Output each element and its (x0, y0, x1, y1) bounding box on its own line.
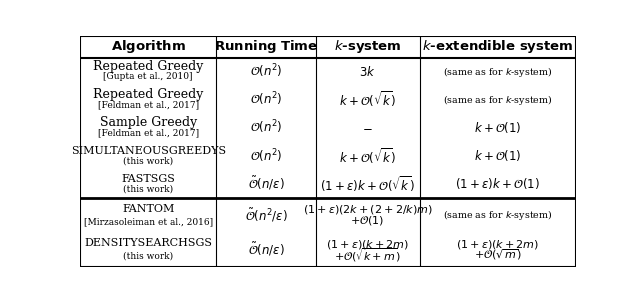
Text: $k + \mathcal{O}(\sqrt{k})$: $k + \mathcal{O}(\sqrt{k})$ (339, 146, 396, 166)
Text: $(1+\varepsilon)k + \mathcal{O}(\sqrt{k})$: $(1+\varepsilon)k + \mathcal{O}(\sqrt{k}… (321, 174, 415, 194)
Text: [Mirzasoleiman et al., 2016]: [Mirzasoleiman et al., 2016] (84, 217, 212, 226)
Text: $\mathcal{O}(n^2)$: $\mathcal{O}(n^2)$ (250, 91, 282, 108)
Text: [Feldman et al., 2017]: [Feldman et al., 2017] (98, 128, 199, 137)
Text: $\bf{Running\ Time}$: $\bf{Running\ Time}$ (214, 38, 318, 55)
Text: $(1+\varepsilon)(2k+(2+2/k)m)$: $(1+\varepsilon)(2k+(2+2/k)m)$ (303, 203, 433, 216)
Text: $3k$: $3k$ (359, 64, 376, 79)
Text: $k + \mathcal{O}(1)$: $k + \mathcal{O}(1)$ (474, 148, 522, 163)
Text: SIMULTANEOUSGREEDYS: SIMULTANEOUSGREEDYS (70, 146, 226, 156)
Text: (same as for $k$-system): (same as for $k$-system) (443, 93, 553, 106)
Text: $+\mathcal{O}(\sqrt{m})$: $+\mathcal{O}(\sqrt{m})$ (474, 248, 522, 262)
Text: $(1+\varepsilon)k + \mathcal{O}(1)$: $(1+\varepsilon)k + \mathcal{O}(1)$ (456, 176, 540, 191)
Text: Sample Greedy: Sample Greedy (100, 116, 197, 129)
Text: FANTOM: FANTOM (122, 204, 174, 214)
Text: Repeated Greedy: Repeated Greedy (93, 60, 204, 73)
Text: [Gupta et al., 2010]: [Gupta et al., 2010] (104, 72, 193, 81)
Text: $\tilde{\mathcal{O}}(n^2/\varepsilon)$: $\tilde{\mathcal{O}}(n^2/\varepsilon)$ (244, 206, 287, 224)
Text: $k$-system: $k$-system (334, 38, 401, 55)
Text: DENSITYSEARCHSGS: DENSITYSEARCHSGS (84, 238, 212, 248)
Text: $-$: $-$ (362, 121, 373, 134)
Text: $k + \mathcal{O}(\sqrt{k})$: $k + \mathcal{O}(\sqrt{k})$ (339, 90, 396, 110)
Text: $k + \mathcal{O}(1)$: $k + \mathcal{O}(1)$ (474, 120, 522, 135)
Text: $k$-extendible system: $k$-extendible system (422, 38, 573, 55)
Text: $\bf{Algorithm}$: $\bf{Algorithm}$ (111, 38, 186, 55)
Text: $+\mathcal{O}(1)$: $+\mathcal{O}(1)$ (351, 214, 385, 227)
Text: FASTSGS: FASTSGS (121, 174, 175, 184)
Text: $+\mathcal{O}(\sqrt{k+m})$: $+\mathcal{O}(\sqrt{k+m})$ (334, 246, 401, 264)
Text: $(1+\varepsilon)(k+2m)$: $(1+\varepsilon)(k+2m)$ (326, 238, 409, 251)
Text: (this work): (this work) (123, 184, 173, 193)
Text: $\tilde{\mathcal{O}}(n/\varepsilon)$: $\tilde{\mathcal{O}}(n/\varepsilon)$ (248, 175, 284, 192)
Text: (this work): (this work) (123, 156, 173, 165)
Text: (this work): (this work) (123, 251, 173, 260)
Text: Repeated Greedy: Repeated Greedy (93, 88, 204, 101)
Text: $\tilde{\mathcal{O}}(n/\varepsilon)$: $\tilde{\mathcal{O}}(n/\varepsilon)$ (248, 241, 284, 258)
Text: (same as for $k$-system): (same as for $k$-system) (443, 208, 553, 222)
Text: $\mathcal{O}(n^2)$: $\mathcal{O}(n^2)$ (250, 119, 282, 136)
Text: [Feldman et al., 2017]: [Feldman et al., 2017] (98, 100, 199, 109)
Text: (same as for $k$-system): (same as for $k$-system) (443, 64, 553, 79)
Text: $\mathcal{O}(n^2)$: $\mathcal{O}(n^2)$ (250, 63, 282, 80)
Text: $(1+\varepsilon)(k+2m)$: $(1+\varepsilon)(k+2m)$ (456, 238, 540, 251)
Text: $\mathcal{O}(n^2)$: $\mathcal{O}(n^2)$ (250, 147, 282, 164)
